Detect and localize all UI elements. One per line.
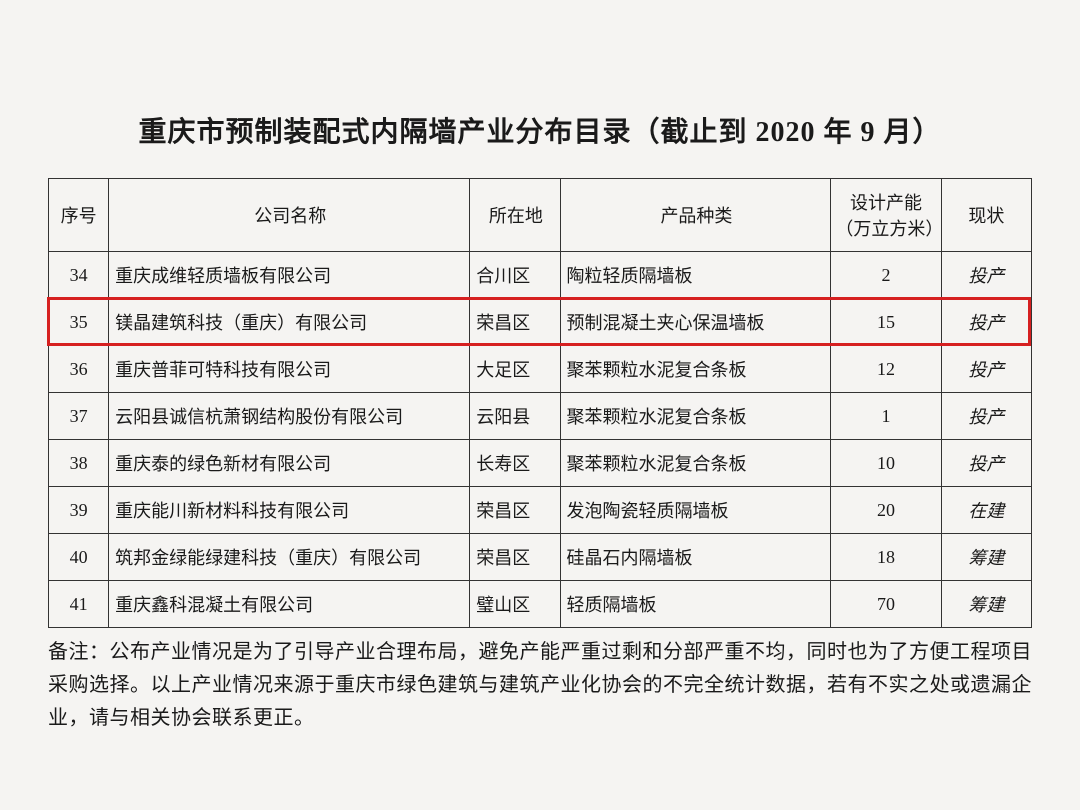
cell-product: 预制混凝土夹心保温墙板 [560,299,831,346]
col-header-capacity-line2: （万立方米） [835,219,943,239]
cell-product: 发泡陶瓷轻质隔墙板 [560,487,831,534]
cell-status: 投产 [941,252,1031,299]
cell-product: 陶粒轻质隔墙板 [560,252,831,299]
table-row: 40筑邦金绿能绿建科技（重庆）有限公司荣昌区硅晶石内隔墙板18筹建 [49,534,1032,581]
cell-status: 投产 [941,440,1031,487]
cell-capacity: 1 [831,393,941,440]
col-header-product: 产品种类 [560,179,831,252]
cell-capacity: 70 [831,581,941,628]
industry-table: 序号 公司名称 所在地 产品种类 设计产能 （万立方米） 现状 34重庆成维轻质… [48,178,1032,628]
cell-product: 聚苯颗粒水泥复合条板 [560,440,831,487]
table-row: 37云阳县诚信杭萧钢结构股份有限公司云阳县聚苯颗粒水泥复合条板1投产 [49,393,1032,440]
table-row: 35镁晶建筑科技（重庆）有限公司荣昌区预制混凝土夹心保温墙板15投产 [49,299,1032,346]
table-wrapper: 序号 公司名称 所在地 产品种类 设计产能 （万立方米） 现状 34重庆成维轻质… [48,178,1032,628]
cell-location: 璧山区 [470,581,560,628]
cell-capacity: 10 [831,440,941,487]
col-header-capacity: 设计产能 （万立方米） [831,179,941,252]
cell-seq: 41 [49,581,109,628]
cell-product: 聚苯颗粒水泥复合条板 [560,393,831,440]
cell-status: 筹建 [941,581,1031,628]
cell-location: 长寿区 [470,440,560,487]
cell-company: 重庆泰的绿色新材有限公司 [109,440,470,487]
cell-location: 大足区 [470,346,560,393]
cell-company: 筑邦金绿能绿建科技（重庆）有限公司 [109,534,470,581]
cell-product: 轻质隔墙板 [560,581,831,628]
cell-location: 合川区 [470,252,560,299]
cell-location: 荣昌区 [470,534,560,581]
cell-company: 重庆能川新材料科技有限公司 [109,487,470,534]
cell-seq: 38 [49,440,109,487]
cell-location: 荣昌区 [470,487,560,534]
cell-company: 重庆鑫科混凝土有限公司 [109,581,470,628]
cell-status: 在建 [941,487,1031,534]
cell-capacity: 20 [831,487,941,534]
table-row: 41重庆鑫科混凝土有限公司璧山区轻质隔墙板70筹建 [49,581,1032,628]
table-row: 34重庆成维轻质墙板有限公司合川区陶粒轻质隔墙板2投产 [49,252,1032,299]
table-row: 38重庆泰的绿色新材有限公司长寿区聚苯颗粒水泥复合条板10投产 [49,440,1032,487]
cell-product: 聚苯颗粒水泥复合条板 [560,346,831,393]
table-body: 34重庆成维轻质墙板有限公司合川区陶粒轻质隔墙板2投产35镁晶建筑科技（重庆）有… [49,252,1032,628]
cell-company: 镁晶建筑科技（重庆）有限公司 [109,299,470,346]
cell-company: 云阳县诚信杭萧钢结构股份有限公司 [109,393,470,440]
footnote: 备注：公布产业情况是为了引导产业合理布局，避免产能严重过剩和分部严重不均，同时也… [48,636,1032,735]
cell-capacity: 2 [831,252,941,299]
cell-seq: 34 [49,252,109,299]
col-header-location: 所在地 [470,179,560,252]
page-title: 重庆市预制装配式内隔墙产业分布目录（截止到 2020 年 9 月） [48,110,1032,150]
col-header-company: 公司名称 [109,179,470,252]
cell-capacity: 12 [831,346,941,393]
col-header-capacity-line1: 设计产能 [850,193,922,213]
table-row: 36重庆普菲可特科技有限公司大足区聚苯颗粒水泥复合条板12投产 [49,346,1032,393]
table-header-row: 序号 公司名称 所在地 产品种类 设计产能 （万立方米） 现状 [49,179,1032,252]
cell-location: 荣昌区 [470,299,560,346]
cell-status: 投产 [941,299,1031,346]
cell-capacity: 15 [831,299,941,346]
cell-seq: 35 [49,299,109,346]
cell-status: 投产 [941,346,1031,393]
cell-status: 筹建 [941,534,1031,581]
cell-seq: 36 [49,346,109,393]
col-header-seq: 序号 [49,179,109,252]
col-header-status: 现状 [941,179,1031,252]
cell-location: 云阳县 [470,393,560,440]
table-row: 39重庆能川新材料科技有限公司荣昌区发泡陶瓷轻质隔墙板20在建 [49,487,1032,534]
cell-capacity: 18 [831,534,941,581]
cell-status: 投产 [941,393,1031,440]
cell-seq: 37 [49,393,109,440]
cell-seq: 39 [49,487,109,534]
cell-seq: 40 [49,534,109,581]
cell-company: 重庆成维轻质墙板有限公司 [109,252,470,299]
cell-product: 硅晶石内隔墙板 [560,534,831,581]
cell-company: 重庆普菲可特科技有限公司 [109,346,470,393]
